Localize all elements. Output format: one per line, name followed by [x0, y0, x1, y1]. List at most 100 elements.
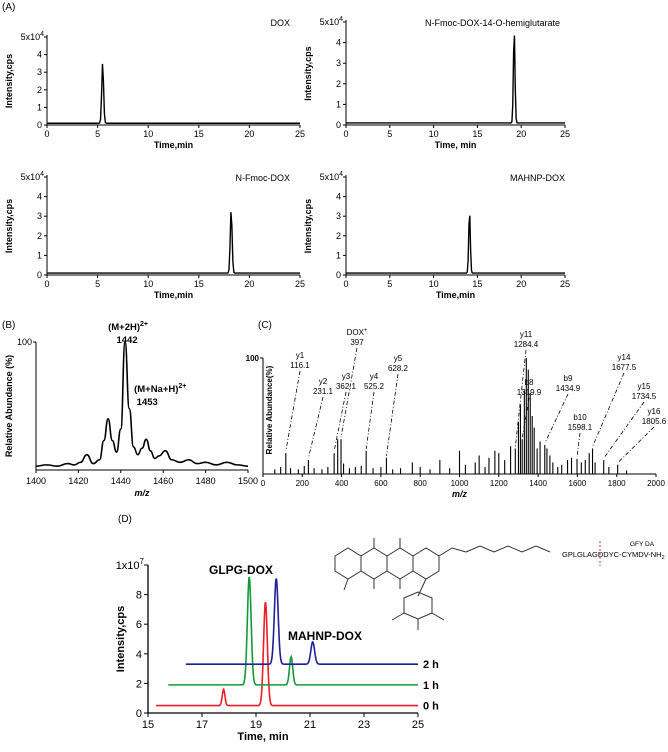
fragment-label: y14 — [618, 353, 631, 362]
y-tick-label: 3 — [37, 67, 42, 77]
x-tick-label: 5 — [387, 129, 392, 139]
fragment-leader — [365, 391, 375, 449]
y-tick-label: 0 — [336, 270, 341, 280]
x-tick-label: 5 — [387, 279, 392, 289]
y-tick-label: 3 — [336, 58, 341, 68]
y-tick-label: 0 — [136, 708, 142, 720]
fragment-leader — [544, 393, 569, 444]
chromatogram-trace — [346, 215, 565, 274]
fragment-leader — [333, 391, 347, 452]
x-tick-label: 20 — [516, 279, 526, 289]
x-tick-label: 10 — [429, 279, 439, 289]
fragment-label: y11 — [520, 330, 533, 339]
fragment-label: DOX+ — [347, 328, 368, 337]
x-tick-label: 1480 — [196, 476, 216, 486]
x-tick-label: 0 — [261, 479, 266, 488]
x-axis-label: m/z — [134, 488, 150, 498]
x-tick-label: 25 — [560, 279, 570, 289]
fragment-leader — [308, 396, 324, 459]
x-tick-label: 5 — [95, 279, 100, 289]
ring-c — [386, 547, 414, 580]
y-tick-label: 1 — [336, 250, 341, 260]
y-tick-label: 5x104 — [320, 16, 344, 27]
fragment-leader — [592, 372, 625, 447]
glycosidic-bond — [417, 578, 427, 597]
fragment-leader — [386, 373, 399, 456]
fragment-value: 1805.6 — [642, 417, 667, 426]
chart-title: N-Fmoc-DOX — [236, 173, 291, 183]
hplc-trace-2h — [185, 578, 418, 665]
x-tick-label: 25 — [560, 129, 570, 139]
x-tick-label: 800 — [414, 479, 428, 488]
series-label: 2 h — [423, 659, 439, 671]
side-chain-1 — [438, 547, 453, 557]
hplc-trace-0h — [156, 602, 418, 707]
fragment-value: 628.2 — [388, 364, 409, 373]
panel-label-a: (A) — [2, 2, 15, 13]
x-tick-label: 15 — [472, 279, 482, 289]
annotation-label: MAHNP-DOX — [288, 629, 362, 643]
chart-b: 1400 1420 1440 1460 1480 1500 100 m/z Relative A… — [4, 321, 258, 498]
fragment-leader — [603, 401, 645, 459]
x-tick-label: 0 — [44, 129, 49, 139]
x-tick-label: 1420 — [68, 476, 88, 486]
x-axis-label: m/z — [452, 489, 468, 499]
fragment-label: y5 — [394, 354, 403, 363]
annotation-label: GLPG-DOX — [209, 563, 273, 577]
x-tick-label: 15 — [194, 279, 204, 289]
hplc-trace-1h — [168, 576, 418, 686]
side-chain-2 — [451, 547, 467, 553]
structure-branch: GFY DA — [630, 541, 655, 548]
y-axis-label: Relative Abundance(%) — [265, 365, 274, 454]
y-tick-label: 1 — [336, 99, 341, 109]
series-label: 0 h — [423, 701, 439, 713]
x-tick-label: 25 — [412, 719, 424, 731]
fragment-value: 1284.4 — [514, 340, 539, 349]
ring-a — [334, 547, 362, 580]
y-tick-label: 4 — [136, 649, 142, 661]
x-tick-label: 23 — [358, 719, 370, 731]
x-tick-label: 19 — [250, 719, 262, 731]
x-tick-label: 1460 — [153, 476, 173, 486]
fragment-leader — [521, 397, 530, 438]
annotation-value: 1442 — [116, 335, 137, 346]
fragment-label: y15 — [638, 382, 651, 391]
y-tick-label: 1 — [37, 250, 42, 260]
structure-sequence: GPLGLAGDDYC-CYMDV-NH2 — [562, 550, 665, 561]
chart-a3: 0 5 10 15 20 25 0 1 2 3 4 5x104 Time,min Intensity,cp… — [4, 171, 305, 300]
x-axis-label: Time,min — [436, 290, 475, 300]
x-tick-label: 1800 — [608, 479, 626, 488]
fragment-label: y16 — [648, 407, 661, 416]
x-tick-label: 1400 — [529, 479, 547, 488]
x-tick-label: 1500 — [238, 476, 258, 486]
y-tick-label: 0 — [37, 270, 42, 280]
x-tick-label: 1400 — [26, 476, 46, 486]
x-tick-label: 0 — [343, 279, 348, 289]
fragment-leader — [340, 347, 358, 438]
fragment-value: 1598.1 — [568, 423, 593, 432]
sugar-amine — [431, 612, 445, 621]
panel-label-c: (C) — [258, 320, 272, 331]
y-tick-label: 4 — [336, 192, 341, 202]
chart-a1: 0 5 10 15 20 25 0 1 2 3 4 5x104 Time,min Intensity,cp… — [4, 18, 305, 150]
y-tick-label: 2 — [336, 79, 341, 89]
ring-b — [360, 547, 388, 580]
y-tick-label: 1x107 — [116, 557, 145, 572]
y-tick-label: 2 — [336, 231, 341, 241]
chromatogram-trace — [346, 35, 565, 124]
y-tick-label: 5x104 — [21, 171, 45, 182]
fragment-value: 1734.5 — [632, 392, 657, 401]
fragment-value: 1319.9 — [517, 388, 542, 397]
y-axis-label: Intensity,cps — [303, 199, 313, 253]
y-tick-label: 1 — [37, 102, 42, 112]
y-axis-label: Relative Abundance (%) — [4, 355, 14, 457]
annotation-label: (M+Na+H)2+ — [134, 383, 186, 395]
fragment-leader — [617, 426, 655, 464]
methoxy — [343, 578, 349, 591]
x-tick-label: 15 — [142, 719, 154, 731]
y-tick-label: 3 — [37, 211, 42, 221]
fragment-value: 397 — [350, 338, 364, 347]
fragment-value: 116.1 — [290, 361, 310, 370]
y-tick-label: 4 — [37, 50, 42, 60]
